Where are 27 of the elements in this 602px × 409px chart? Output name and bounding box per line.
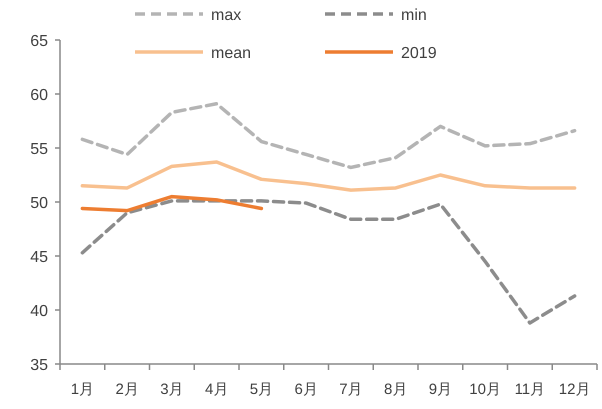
x-tick-label: 12月: [558, 381, 590, 398]
line-series: [80, 102, 576, 170]
x-tick-label: 10月: [469, 381, 501, 398]
x-tick-label: 1月: [70, 381, 94, 398]
y-tick-label: 55: [30, 141, 48, 158]
x-tick-label: 5月: [250, 381, 274, 398]
y-tick-label: 65: [30, 33, 48, 50]
y-tick-label: 50: [30, 195, 48, 212]
legend-label: max: [211, 7, 242, 24]
line-series: [80, 160, 576, 192]
line-series: [80, 194, 264, 212]
y-tick-label: 40: [30, 303, 48, 320]
x-tick-label: 8月: [384, 381, 408, 398]
legend-label: 2019: [401, 45, 437, 62]
x-tick-label: 11月: [514, 381, 546, 398]
x-tick-label: 6月: [294, 381, 318, 398]
x-tick-label: 9月: [428, 381, 452, 398]
legend-label: mean: [211, 45, 252, 62]
line-series: [80, 199, 576, 325]
y-tick-label: 45: [30, 249, 48, 266]
x-tick-label: 3月: [160, 381, 184, 398]
y-tick-label: 35: [30, 357, 48, 374]
y-tick-label: 60: [30, 87, 48, 104]
x-tick-label: 4月: [204, 381, 228, 398]
x-tick-label: 2月: [115, 381, 139, 398]
legend-label: min: [401, 7, 427, 24]
x-tick-label: 7月: [339, 381, 363, 398]
